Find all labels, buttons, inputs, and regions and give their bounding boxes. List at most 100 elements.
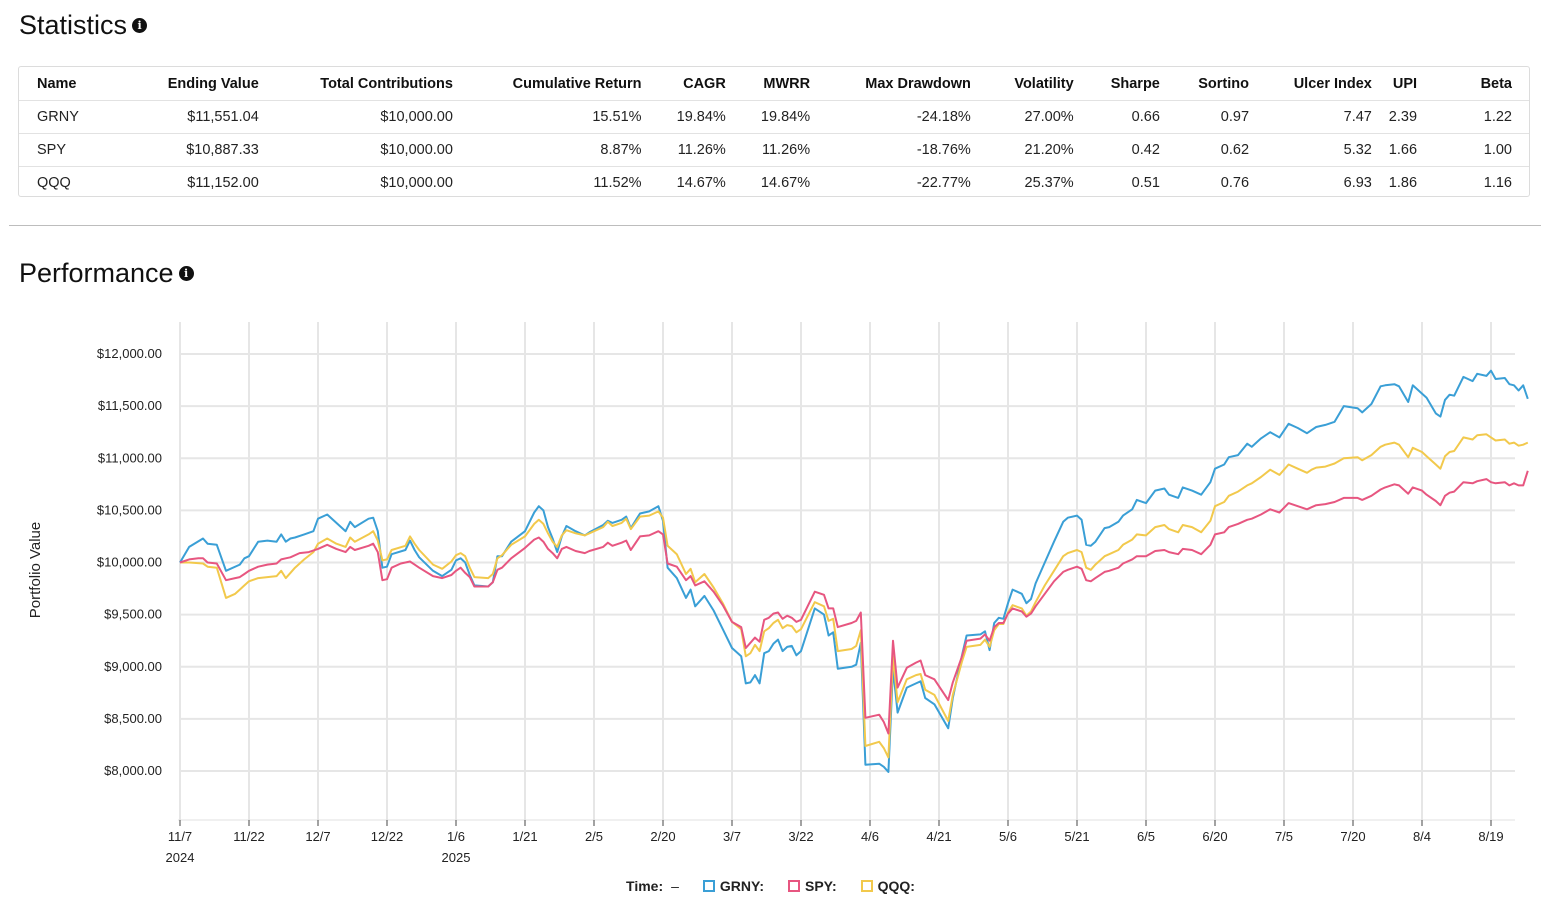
table-cell: 1.66 <box>1371 133 1418 167</box>
table-cell: 11.52% <box>452 166 642 199</box>
column-header[interactable]: UPI <box>1392 75 1418 92</box>
table-cell: 0.97 <box>1159 100 1250 134</box>
chart-legend: Time: – GRNY: SPY: QQQ: <box>0 878 1541 894</box>
table-cell: GRNY <box>19 100 130 134</box>
table-cell: $11,551.04 <box>129 100 259 134</box>
table-cell: 0.42 <box>1073 133 1160 167</box>
table-cell: 1.00 <box>1417 133 1529 167</box>
section-divider <box>9 225 1541 226</box>
column-header[interactable]: Ending Value <box>167 75 259 92</box>
x-tick-label: 11/22 <box>233 829 265 844</box>
series-line-grny <box>179 369 1529 773</box>
table-cell: $10,000.00 <box>258 100 453 134</box>
x-tick-label: 4/21 <box>926 829 951 844</box>
column-header[interactable]: Ulcer Index <box>1293 75 1372 92</box>
table-row: QQQ $11,152.00 $10,000.00 11.52% 14.67% 14.67… <box>19 166 1529 199</box>
table-cell: $10,887.33 <box>129 133 259 167</box>
column-header[interactable]: Beta <box>1480 75 1512 92</box>
table-cell: 19.84% <box>641 100 726 134</box>
x-tick-label: 4/6 <box>861 829 879 844</box>
table-cell: 0.62 <box>1159 133 1250 167</box>
y-tick-label: $10,000.00 <box>97 555 162 570</box>
statistics-table: Name Ending Value Total Contributions Cumul… <box>19 67 1529 199</box>
table-cell: 0.76 <box>1159 166 1250 199</box>
x-tick-label: 2/5 <box>585 829 603 844</box>
statistics-title-text: Statistics <box>19 10 128 40</box>
table-cell: 0.51 <box>1073 166 1160 199</box>
x-tick-label: 3/22 <box>788 829 813 844</box>
x-tick-label: 3/7 <box>723 829 741 844</box>
column-header[interactable]: Sharpe <box>1110 75 1160 92</box>
table-cell: 14.67% <box>641 166 726 199</box>
table-cell: -22.77% <box>810 166 971 199</box>
table-cell: -24.18% <box>810 100 971 134</box>
table-cell: 1.16 <box>1417 166 1529 199</box>
column-header[interactable]: CAGR <box>683 75 726 92</box>
statistics-table-container: Name Ending Value Total Contributions Cumul… <box>18 66 1530 199</box>
table-cell: SPY <box>19 133 130 167</box>
x-tick-label: 8/4 <box>1413 829 1431 844</box>
column-header[interactable]: Volatility <box>1014 75 1074 92</box>
y-tick-label: $8,500.00 <box>104 711 162 726</box>
legend-swatch-grny <box>702 880 715 892</box>
info-icon[interactable]: i <box>178 266 194 281</box>
legend-swatch-qqq <box>860 880 873 892</box>
y-axis-label: Portfolio Value <box>27 522 44 618</box>
table-row: GRNY $11,551.04 $10,000.00 15.51% 19.84% 19.8… <box>19 100 1529 134</box>
x-tick-label: 5/21 <box>1064 829 1089 844</box>
y-tick-label: $12,000.00 <box>97 346 162 361</box>
table-cell: $10,000.00 <box>258 166 453 199</box>
x-year-label: 2024 <box>166 850 195 865</box>
table-cell: 19.84% <box>725 100 811 134</box>
table-cell: 6.93 <box>1249 166 1372 199</box>
column-header[interactable]: Max Drawdown <box>865 75 971 92</box>
table-cell: 2.39 <box>1371 100 1418 134</box>
y-tick-label: $11,500.00 <box>98 398 162 413</box>
column-header[interactable]: Cumulative Return <box>512 75 642 92</box>
performance-chart[interactable]: $8,000.00 $8,500.00 $9,000.00 $9,500.00 $10,… <box>0 300 1541 870</box>
y-tick-label: $9,500.00 <box>104 607 162 622</box>
legend-label-grny: GRNY: <box>719 878 764 894</box>
legend-label-spy: SPY: <box>804 878 837 894</box>
x-year-label: 2025 <box>442 850 471 865</box>
table-cell: 1.22 <box>1417 100 1529 134</box>
legend-item-qqq[interactable]: QQQ: <box>860 878 915 894</box>
column-header[interactable]: Sortino <box>1198 75 1250 92</box>
y-tick-label: $8,000.00 <box>104 763 162 778</box>
legend-item-spy[interactable]: SPY: <box>787 878 837 894</box>
x-tick-label: 7/5 <box>1275 829 1293 844</box>
x-tick-label: 12/7 <box>305 829 330 844</box>
y-tick-label: $11,000.00 <box>98 450 162 465</box>
performance-title: Performance i <box>19 258 194 289</box>
legend-swatch-spy <box>787 880 800 892</box>
x-tick-label: 11/7 <box>168 829 192 844</box>
table-row: SPY $10,887.33 $10,000.00 8.87% 11.26% 11.26%… <box>19 133 1529 167</box>
table-cell: 27.00% <box>970 100 1074 134</box>
statistics-title: Statistics i <box>19 10 148 41</box>
info-icon[interactable]: i <box>132 18 148 33</box>
x-tick-label: 5/6 <box>999 829 1017 844</box>
x-tick-label: 7/20 <box>1340 829 1365 844</box>
y-tick-label: $10,500.00 <box>97 502 162 517</box>
x-tick-label: 1/6 <box>447 829 465 844</box>
column-header[interactable]: MWRR <box>763 75 811 92</box>
column-header[interactable]: Total Contributions <box>320 75 453 92</box>
legend-time: Time: – <box>626 878 679 894</box>
x-tick-label: 2/20 <box>650 829 675 844</box>
table-cell: 1.86 <box>1371 166 1418 199</box>
x-tick-label: 6/20 <box>1202 829 1227 844</box>
table-cell: 11.26% <box>725 133 811 167</box>
column-header[interactable]: Name <box>37 75 77 92</box>
legend-time-label: Time: <box>626 878 664 894</box>
legend-label-qqq: QQQ: <box>877 878 915 894</box>
legend-item-grny[interactable]: GRNY: <box>702 878 764 894</box>
table-cell: $11,152.00 <box>129 166 259 199</box>
table-cell: 11.26% <box>641 133 726 167</box>
performance-title-text: Performance <box>19 258 174 288</box>
table-cell: 5.32 <box>1249 133 1372 167</box>
x-tick-label: 8/19 <box>1478 829 1503 844</box>
series-line-spy <box>179 470 1529 735</box>
x-tick-label: 6/5 <box>1137 829 1155 844</box>
table-cell: 25.37% <box>970 166 1074 199</box>
x-tick-label: 12/22 <box>371 829 404 844</box>
